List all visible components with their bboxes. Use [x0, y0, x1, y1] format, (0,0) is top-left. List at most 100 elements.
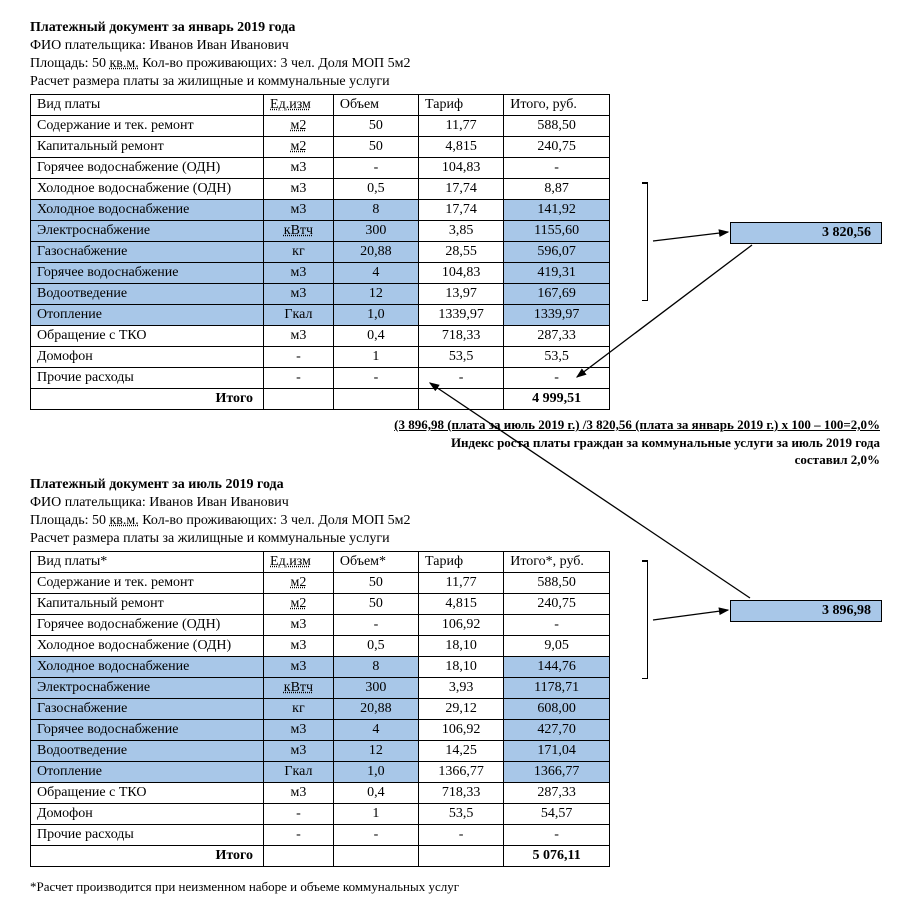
cell: 106,92 [419, 614, 504, 635]
total-label: Итого [31, 389, 264, 410]
bracket-2 [647, 560, 648, 679]
cell: Домофон [31, 803, 264, 824]
payer-name: Иванов Иван Иванович [149, 38, 288, 53]
h2-tot: Итого*, руб. [504, 551, 610, 572]
table-row: Холодное водоснабжением3817,74141,92 [31, 200, 610, 221]
cell: Горячее водоснабжение [31, 263, 264, 284]
cell: 167,69 [504, 284, 610, 305]
doc2-payer: ФИО плательщика: Иванов Иван Иванович [30, 495, 875, 511]
cell: Горячее водоснабжение [31, 719, 264, 740]
cell: 0,5 [333, 179, 418, 200]
formula-line3: составил 2,0% [795, 452, 880, 467]
cell: - [333, 824, 418, 845]
doc2-header-row: Вид платы* Ед.изм Объем* Тариф Итого*, р… [31, 551, 610, 572]
table-row: Прочие расходы---- [31, 368, 610, 389]
cell: 4 [333, 719, 418, 740]
cell: 20,88 [333, 242, 418, 263]
cell: 11,77 [419, 116, 504, 137]
table-row: Капитальный ремонтм2504,815240,75 [31, 137, 610, 158]
cell: 17,74 [419, 179, 504, 200]
payer-label2: ФИО плательщика: [30, 495, 149, 510]
cell: 12 [333, 740, 418, 761]
cell: 8 [333, 200, 418, 221]
h-vol: Объем [333, 95, 418, 116]
cell: - [504, 368, 610, 389]
h2-unit: Ед.изм [264, 551, 334, 572]
cell: 4 [333, 263, 418, 284]
cell: Прочие расходы [31, 368, 264, 389]
cell: Капитальный ремонт [31, 593, 264, 614]
h-name: Вид платы [31, 95, 264, 116]
cell: кВтч [264, 221, 334, 242]
cell: 300 [333, 677, 418, 698]
cell: 54,57 [504, 803, 610, 824]
table-row: Горячее водоснабжением34104,83419,31 [31, 263, 610, 284]
cell: 4,815 [419, 137, 504, 158]
cell: 588,50 [504, 572, 610, 593]
cell: - [264, 368, 334, 389]
h-unit: Ед.изм [264, 95, 334, 116]
cell: 18,10 [419, 656, 504, 677]
cell: 141,92 [504, 200, 610, 221]
cell: 1178,71 [504, 677, 610, 698]
table-row: ОтоплениеГкал1,01339,971339,97 [31, 305, 610, 326]
cell: м3 [264, 656, 334, 677]
cell [419, 845, 504, 866]
cell: - [504, 158, 610, 179]
table-row: Холодное водоснабжением3818,10144,76 [31, 656, 610, 677]
cell: 240,75 [504, 137, 610, 158]
table-row: Обращение с ТКОм30,4718,33287,33 [31, 326, 610, 347]
cell: м3 [264, 284, 334, 305]
cell: 588,50 [504, 116, 610, 137]
total-label: Итого [31, 845, 264, 866]
cell: Электроснабжение [31, 677, 264, 698]
cell: 300 [333, 221, 418, 242]
cell: - [333, 368, 418, 389]
formula-line2: Индекс роста платы граждан за коммунальн… [451, 435, 880, 450]
cell: - [264, 803, 334, 824]
cell: 608,00 [504, 698, 610, 719]
area-b2: Кол-во проживающих: 3 чел. Доля МОП 5м2 [139, 513, 411, 528]
cell: 1155,60 [504, 221, 610, 242]
table-row: ЭлектроснабжениекВтч3003,851155,60 [31, 221, 610, 242]
doc1-area: Площадь: 50 кв.м. Кол-во проживающих: 3 … [30, 56, 875, 72]
doc1-payer: ФИО плательщика: Иванов Иван Иванович [30, 38, 875, 54]
cell: Отопление [31, 305, 264, 326]
cell: 1339,97 [504, 305, 610, 326]
cell: Электроснабжение [31, 221, 264, 242]
cell: - [419, 824, 504, 845]
cell: Водоотведение [31, 740, 264, 761]
table-row: Горячее водоснабжение (ОДН)м3-104,83- [31, 158, 610, 179]
cell: 50 [333, 572, 418, 593]
cell: 53,5 [504, 347, 610, 368]
cell: Горячее водоснабжение (ОДН) [31, 614, 264, 635]
cell: Холодное водоснабжение [31, 656, 264, 677]
cell: - [504, 614, 610, 635]
cell: 17,74 [419, 200, 504, 221]
table-row: Капитальный ремонтм2504,815240,75 [31, 593, 610, 614]
cell [264, 389, 334, 410]
table-row: Холодное водоснабжение (ОДН)м30,517,748,… [31, 179, 610, 200]
table-row: Горячее водоснабжением34106,92427,70 [31, 719, 610, 740]
total-value: 5 076,11 [504, 845, 610, 866]
h-tar: Тариф [419, 95, 504, 116]
cell [333, 845, 418, 866]
callout-january-sum: 3 820,56 [730, 222, 882, 244]
table-row: Обращение с ТКОм30,4718,33287,33 [31, 782, 610, 803]
callout2-value: 3 896,98 [822, 603, 871, 618]
page-container: Платежный документ за январь 2019 года Ф… [30, 20, 875, 895]
table-row: Содержание и тек. ремонтм25011,77588,50 [31, 572, 610, 593]
cell: 28,55 [419, 242, 504, 263]
table-row: Водоотведением31214,25171,04 [31, 740, 610, 761]
cell: Холодное водоснабжение (ОДН) [31, 179, 264, 200]
cell: 4,815 [419, 593, 504, 614]
cell: 50 [333, 137, 418, 158]
cell: м3 [264, 614, 334, 635]
area-a2: Площадь: 50 [30, 513, 110, 528]
cell: 240,75 [504, 593, 610, 614]
cell: кВтч [264, 677, 334, 698]
cell: 596,07 [504, 242, 610, 263]
cell: Обращение с ТКО [31, 326, 264, 347]
cell [333, 389, 418, 410]
cell [419, 389, 504, 410]
